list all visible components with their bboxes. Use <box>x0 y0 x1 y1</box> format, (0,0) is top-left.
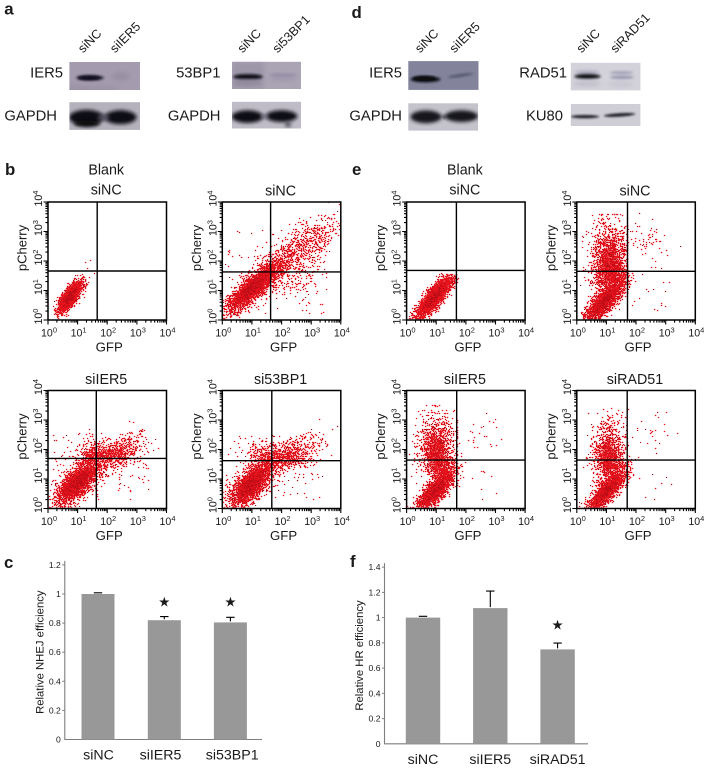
svg-text:1.2: 1.2 <box>49 560 61 570</box>
svg-text:GFP: GFP <box>454 340 481 355</box>
svg-text:b: b <box>5 160 15 179</box>
svg-text:0.2: 0.2 <box>369 714 381 724</box>
svg-text:pCherry: pCherry <box>373 413 388 460</box>
svg-text:pCherry: pCherry <box>189 224 204 271</box>
svg-text:siIER5: siIER5 <box>444 372 486 388</box>
svg-text:0.8: 0.8 <box>369 638 381 648</box>
svg-text:GFP: GFP <box>270 340 297 355</box>
svg-text:0.4: 0.4 <box>369 688 381 698</box>
svg-text:GFP: GFP <box>270 528 297 543</box>
svg-text:pCherry: pCherry <box>373 224 388 271</box>
svg-text:GFP: GFP <box>624 340 651 355</box>
svg-text:e: e <box>352 160 361 179</box>
svg-text:pCherry: pCherry <box>543 224 558 271</box>
svg-text:1.2: 1.2 <box>369 587 381 597</box>
svg-text:GFP: GFP <box>454 528 481 543</box>
svg-text:si53BP1: si53BP1 <box>254 372 307 388</box>
svg-text:pCherry: pCherry <box>15 413 30 460</box>
svg-text:0: 0 <box>376 739 381 749</box>
svg-text:siNC: siNC <box>265 184 296 200</box>
svg-text:siIER5: siIER5 <box>140 748 182 764</box>
svg-text:1: 1 <box>56 589 61 599</box>
svg-text:siNC: siNC <box>91 183 122 199</box>
svg-text:GFP: GFP <box>96 340 123 355</box>
svg-text:pCherry: pCherry <box>189 413 204 460</box>
svg-text:siNC: siNC <box>620 184 651 200</box>
svg-text:IER5: IER5 <box>30 66 63 82</box>
svg-text:f: f <box>350 552 356 571</box>
svg-text:siRAD51: siRAD51 <box>530 752 586 768</box>
svg-text:d: d <box>352 3 362 22</box>
svg-text:pCherry: pCherry <box>15 224 30 271</box>
svg-text:c: c <box>4 553 13 572</box>
svg-text:siIER5: siIER5 <box>469 752 511 768</box>
svg-text:★: ★ <box>552 618 564 633</box>
svg-text:siIER5: siIER5 <box>85 372 127 388</box>
svg-text:0.2: 0.2 <box>49 705 61 715</box>
svg-text:Relative HR efficiency: Relative HR efficiency <box>354 600 366 711</box>
svg-text:si53BP1: si53BP1 <box>206 748 259 764</box>
svg-text:GAPDH: GAPDH <box>168 109 221 125</box>
svg-text:pCherry: pCherry <box>543 413 558 460</box>
svg-text:0.6: 0.6 <box>49 647 61 657</box>
svg-text:1.4: 1.4 <box>369 562 381 572</box>
svg-text:Relative NHEJ efficiency: Relative NHEJ efficiency <box>35 590 47 714</box>
svg-text:0: 0 <box>56 735 61 745</box>
svg-text:GAPDH: GAPDH <box>4 109 57 125</box>
svg-text:siNC: siNC <box>449 183 480 199</box>
svg-text:Blank: Blank <box>447 163 484 179</box>
svg-text:0.6: 0.6 <box>369 663 381 673</box>
svg-text:GFP: GFP <box>624 528 651 543</box>
svg-text:Blank: Blank <box>88 163 125 179</box>
svg-text:53BP1: 53BP1 <box>176 66 220 82</box>
svg-text:GFP: GFP <box>96 528 123 543</box>
svg-text:a: a <box>4 0 14 19</box>
svg-text:siRAD51: siRAD51 <box>607 372 663 388</box>
svg-text:0.4: 0.4 <box>49 676 61 686</box>
svg-text:siNC: siNC <box>83 748 114 764</box>
svg-text:GAPDH: GAPDH <box>349 109 402 125</box>
svg-text:RAD51: RAD51 <box>519 66 567 82</box>
svg-text:siNC: siNC <box>408 752 439 768</box>
svg-text:KU80: KU80 <box>526 109 563 125</box>
svg-text:0.8: 0.8 <box>49 618 61 628</box>
svg-text:IER5: IER5 <box>369 66 402 82</box>
svg-text:★: ★ <box>158 595 170 610</box>
svg-text:★: ★ <box>224 595 236 610</box>
svg-text:1: 1 <box>376 613 381 623</box>
